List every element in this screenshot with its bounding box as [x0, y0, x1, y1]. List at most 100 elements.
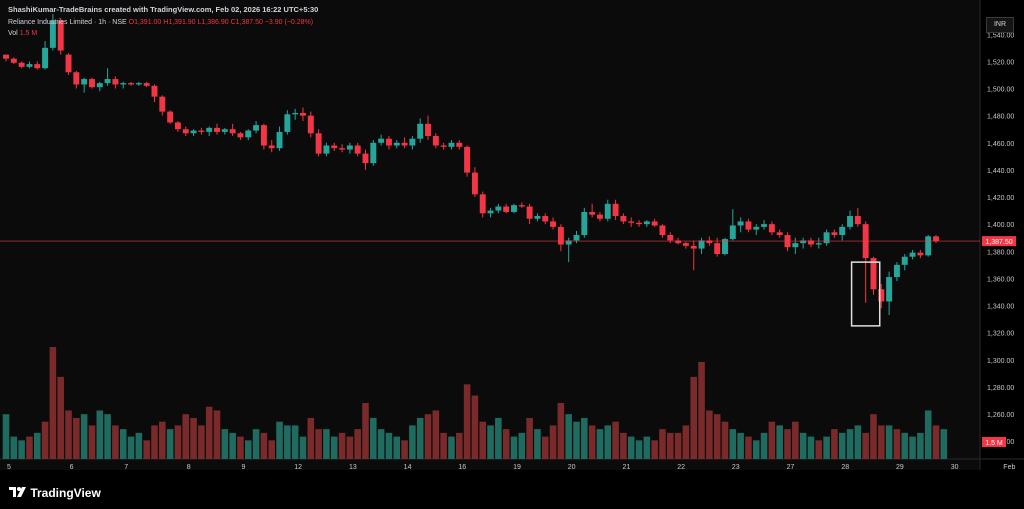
volume-bar	[526, 417, 533, 459]
volume-bar	[112, 425, 119, 459]
time-tick-label: 8	[187, 464, 191, 471]
currency-button[interactable]: INR	[986, 17, 1014, 33]
tradingview-logo[interactable]: TradingView	[9, 486, 101, 500]
price-tick-label: 1,380.00	[987, 249, 1014, 256]
candle-body	[34, 64, 41, 69]
ohlc-values: O1,391.00 H1,391.90 L1,386.90 C1,387.50 …	[128, 19, 314, 26]
time-tick-label: 23	[732, 464, 740, 471]
symbol-name: Reliance Industries Limited · 1h · NSE	[8, 19, 127, 26]
volume-info: Vol 1.5 M	[8, 30, 37, 37]
candle-body	[182, 129, 189, 134]
volume-bar	[213, 410, 221, 459]
candle-body	[596, 214, 603, 219]
candlesticks	[3, 13, 939, 316]
candle-body	[839, 226, 846, 235]
volume-bar	[229, 432, 236, 459]
volume-bar	[18, 440, 25, 459]
time-tick-label: 29	[896, 464, 904, 471]
candle-body	[10, 58, 17, 63]
candle-body	[65, 54, 72, 73]
candle-body	[550, 221, 557, 227]
time-tick-label: 27	[787, 464, 795, 471]
candle-body	[886, 277, 893, 302]
candle-body	[659, 225, 666, 235]
volume-bar	[237, 436, 244, 459]
candle-body	[253, 125, 260, 131]
candle-body	[737, 221, 744, 226]
candle-body	[761, 224, 768, 227]
candle-body	[526, 206, 533, 219]
candle-body	[96, 83, 103, 88]
candle-body	[714, 243, 721, 254]
price-tick-label: 1,260.00	[987, 412, 1014, 419]
candle-body	[323, 145, 330, 154]
candle-body	[104, 79, 111, 84]
volume-bar	[104, 414, 111, 459]
candle-body	[776, 232, 783, 235]
candle-body	[432, 135, 439, 146]
price-tick-label: 1,460.00	[987, 141, 1014, 148]
volume-bar	[424, 414, 432, 459]
volume-bar	[831, 429, 838, 459]
volume-bar	[260, 432, 268, 459]
volume-bar	[65, 410, 72, 459]
candle-body	[893, 264, 900, 278]
candle-body	[237, 133, 244, 138]
volume-bar	[487, 425, 494, 459]
candle-body	[698, 240, 705, 249]
price-tick-label: 1,440.00	[987, 168, 1014, 175]
volume-bar	[518, 432, 526, 459]
volume-bar	[307, 417, 315, 459]
volume-bar	[221, 429, 229, 459]
candle-body	[823, 232, 830, 244]
candle-body	[675, 240, 682, 244]
overlays: 1,387.50 1.5 M	[0, 236, 1016, 447]
volume-bar	[792, 421, 799, 459]
volume-bar	[299, 436, 307, 459]
volume-bar	[760, 432, 768, 459]
candle-body	[503, 206, 510, 212]
candle-body	[268, 145, 275, 149]
time-tick-label: 5	[7, 464, 11, 471]
volume-bar	[510, 436, 518, 459]
volume-bar	[799, 432, 807, 459]
volume-bar	[440, 432, 447, 459]
volume-bar	[268, 440, 275, 459]
candle-body	[722, 239, 728, 254]
price-tick-label: 1,360.00	[987, 276, 1014, 283]
volume-bar	[557, 403, 565, 459]
candle-body	[159, 96, 166, 112]
volume-bar	[143, 440, 150, 459]
candle-body	[143, 83, 150, 86]
candle-body	[339, 148, 346, 150]
tradingview-logo-text: TradingView	[30, 486, 101, 500]
candle-body	[440, 145, 447, 147]
candle-body	[135, 83, 142, 85]
volume-bar	[596, 429, 604, 459]
volume-bar	[393, 436, 401, 459]
candle-body	[456, 142, 463, 147]
candle-body	[768, 224, 775, 233]
candle-body	[409, 138, 416, 146]
volume-bar	[127, 436, 135, 459]
volume-bar	[448, 436, 455, 459]
highlight-box	[850, 261, 881, 327]
time-tick-label: 14	[404, 464, 412, 471]
volume-bar	[502, 429, 510, 459]
volume-value: 1.5 M	[19, 30, 38, 37]
candle-body	[792, 243, 799, 248]
candle-body	[612, 203, 619, 217]
volume-bar	[745, 436, 752, 459]
candle-body	[909, 252, 916, 257]
candle-body	[815, 243, 822, 245]
candle-body	[307, 115, 314, 134]
time-tick-label: 9	[242, 464, 246, 471]
volume-bar	[682, 425, 690, 459]
volume-bar	[10, 436, 18, 459]
volume-bar	[330, 436, 338, 459]
volume-bar	[776, 425, 783, 459]
volume-bar	[26, 436, 33, 459]
volume-bar	[276, 421, 283, 459]
volume-bar	[784, 429, 791, 459]
